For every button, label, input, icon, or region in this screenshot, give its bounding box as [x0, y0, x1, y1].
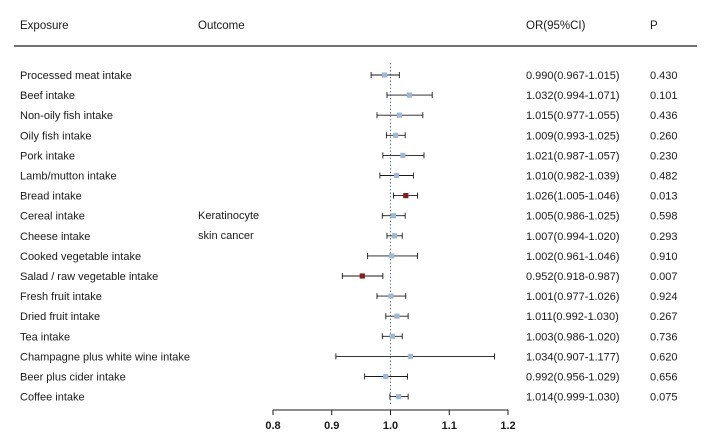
or-ci-value: 1.003(0.986-1.020): [526, 331, 620, 343]
or-ci-value: 0.952(0.918-0.987): [526, 271, 620, 283]
or-ci-value: 1.015(0.977-1.055): [526, 110, 620, 122]
or-ci-value: 0.990(0.967-1.015): [526, 70, 620, 82]
p-value: 0.101: [650, 90, 678, 102]
or-ci-value: 1.034(0.907-1.177): [526, 351, 620, 363]
or-ci-value: 1.032(0.994-1.071): [526, 90, 620, 102]
forest-row: Coffee intake 1.014(0.999-1.030) 0.075: [20, 392, 678, 404]
x-tick-label: 1.2: [500, 420, 515, 432]
or-ci-value: 1.001(0.977-1.026): [526, 291, 620, 303]
rows-group: Processed meat intake 0.990(0.967-1.015) 0…: [20, 70, 678, 404]
point-estimate: [389, 333, 395, 339]
exposure-label: Bread intake: [20, 191, 82, 203]
or-ci-value: 0.992(0.956-1.029): [526, 372, 620, 384]
x-axis: 0.8 0.9 1.0 1.1 1.2: [265, 409, 516, 432]
point-estimate: [390, 213, 397, 219]
exposure-label: Salad / raw vegetable intake: [20, 271, 158, 283]
p-value: 0.430: [650, 70, 678, 82]
or-ci-value: 1.005(0.986-1.025): [526, 211, 620, 223]
exposure-label: Dried fruit intake: [20, 311, 100, 323]
header-outcome: Outcome: [198, 20, 245, 32]
p-value: 0.598: [650, 211, 678, 223]
header-or-ci: OR(95%CI): [526, 20, 586, 32]
forest-row: Tea intake 1.003(0.986-1.020) 0.736: [20, 331, 678, 343]
forest-row: Champagne plus white wine intake 1.034(0.…: [20, 351, 678, 363]
exposure-label: Processed meat intake: [20, 70, 132, 82]
point-estimate: [394, 313, 400, 319]
forest-row: Bread intake 1.026(1.005-1.046) 0.013: [20, 191, 678, 203]
exposure-label: Coffee intake: [20, 392, 85, 404]
exposure-label: Non-oily fish intake: [20, 110, 113, 122]
exposure-label: Cooked vegetable intake: [20, 251, 141, 263]
or-ci-value: 1.002(0.961-1.046): [526, 251, 620, 263]
x-tick-label: 0.8: [265, 420, 280, 432]
p-value: 0.013: [650, 191, 678, 203]
point-estimate: [407, 353, 414, 359]
point-estimate: [400, 152, 406, 158]
or-ci-value: 1.009(0.993-1.025): [526, 130, 620, 142]
point-estimate: [388, 293, 394, 299]
p-value: 0.656: [650, 372, 678, 384]
point-estimate: [392, 233, 398, 239]
exposure-label: Cheese intake: [20, 231, 90, 243]
exposure-label: Pork intake: [20, 150, 75, 162]
outcome-label-line2: skin cancer: [198, 230, 254, 242]
p-value: 0.075: [650, 392, 678, 404]
forest-row: Cheese intake 1.007(0.994-1.020) 0.293: [20, 231, 678, 243]
p-value: 0.260: [650, 130, 678, 142]
point-estimate: [396, 394, 402, 400]
forest-row: Salad / raw vegetable intake 0.952(0.918-…: [20, 271, 678, 283]
outcome-label-line1: Keratinocyte: [198, 210, 259, 222]
x-tick-label: 1.0: [383, 420, 398, 432]
p-value: 0.482: [650, 171, 678, 183]
or-ci-value: 1.014(0.999-1.030): [526, 392, 620, 404]
p-value: 0.924: [650, 291, 678, 303]
x-tick-label: 1.1: [442, 420, 457, 432]
header-p: P: [650, 20, 658, 32]
or-ci-value: 1.026(1.005-1.046): [526, 191, 620, 203]
exposure-label: Cereal intake: [20, 211, 85, 223]
forest-row: Oily fish intake 1.009(0.993-1.025) 0.260: [20, 130, 678, 142]
x-tick-label: 0.9: [324, 420, 339, 432]
forest-row: Lamb/mutton intake 1.010(0.982-1.039) 0.48…: [20, 171, 678, 183]
exposure-label: Oily fish intake: [20, 130, 92, 142]
p-value: 0.293: [650, 231, 678, 243]
exposure-label: Beef intake: [20, 90, 75, 102]
forest-row: Pork intake 1.021(0.987-1.057) 0.230: [20, 150, 678, 162]
p-value: 0.267: [650, 311, 678, 323]
forest-row: Beef intake 1.032(0.994-1.071) 0.101: [20, 90, 678, 102]
p-value: 0.910: [650, 251, 678, 263]
p-value: 0.620: [650, 351, 678, 363]
point-estimate: [389, 253, 395, 259]
p-value: 0.436: [650, 110, 678, 122]
or-ci-value: 1.007(0.994-1.020): [526, 231, 620, 243]
p-value: 0.736: [650, 331, 678, 343]
forest-row: Non-oily fish intake 1.015(0.977-1.055) 0.…: [20, 110, 678, 122]
point-estimate: [383, 373, 389, 380]
exposure-label: Lamb/mutton intake: [20, 171, 117, 183]
forest-row: Processed meat intake 0.990(0.967-1.015) 0…: [20, 70, 678, 82]
point-estimate: [393, 172, 399, 179]
point-estimate: [359, 273, 365, 279]
header-exposure: Exposure: [20, 20, 69, 32]
or-ci-value: 1.011(0.992-1.030): [526, 311, 619, 323]
point-estimate: [382, 72, 388, 78]
exposure-label: Beer plus cider intake: [20, 372, 126, 384]
or-ci-value: 1.021(0.987-1.057): [526, 150, 620, 162]
forest-row: Cereal intake 1.005(0.986-1.025) 0.598: [20, 211, 678, 223]
forest-row: Beer plus cider intake 0.992(0.956-1.029)…: [20, 372, 678, 384]
forest-row: Cooked vegetable intake 1.002(0.961-1.046…: [20, 251, 678, 263]
exposure-label: Tea intake: [20, 331, 70, 343]
forest-row: Dried fruit intake 1.011(0.992-1.030) 0.26…: [20, 311, 678, 323]
forest-row: Fresh fruit intake 1.001(0.977-1.026) 0.92…: [20, 291, 678, 303]
p-value: 0.007: [650, 271, 678, 283]
or-ci-value: 1.010(0.982-1.039): [526, 171, 620, 183]
point-estimate: [406, 92, 412, 98]
p-value: 0.230: [650, 150, 678, 162]
point-estimate: [403, 193, 409, 199]
point-estimate: [396, 112, 402, 118]
exposure-label: Fresh fruit intake: [20, 291, 102, 303]
exposure-label: Champagne plus white wine intake: [20, 351, 190, 363]
point-estimate: [393, 132, 399, 138]
